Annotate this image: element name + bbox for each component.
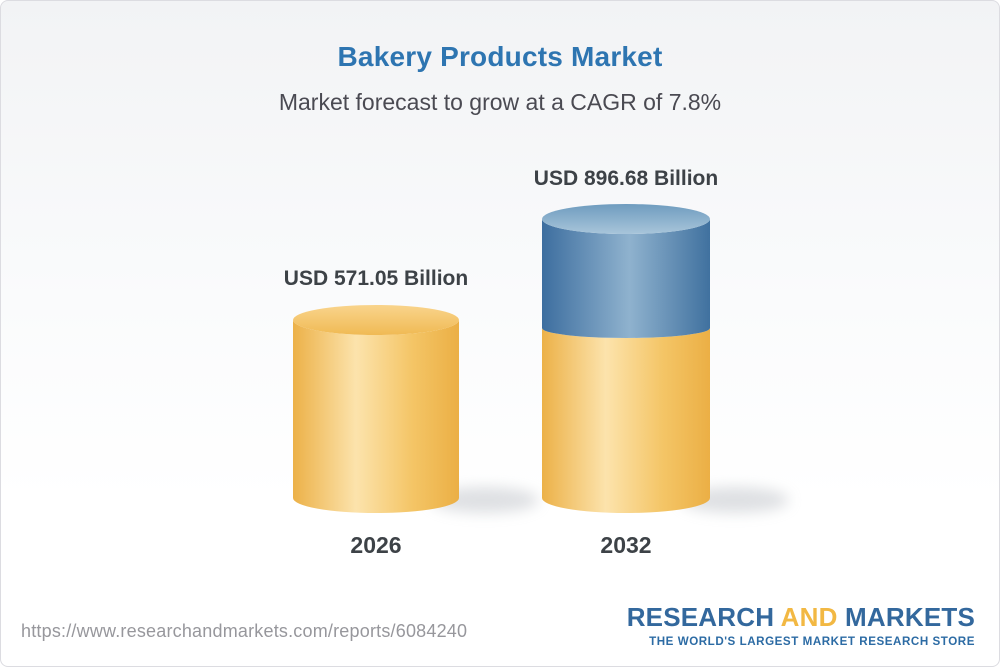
page-title: Bakery Products Market xyxy=(337,41,663,72)
report-url: https://www.researchandmarkets.com/repor… xyxy=(21,621,468,641)
logo-word-markets: MARKETS xyxy=(845,602,975,632)
logo-tagline: THE WORLD'S LARGEST MARKET RESEARCH STOR… xyxy=(649,635,975,648)
cylinder-2032 xyxy=(542,204,710,513)
logo-word-research: RESEARCH xyxy=(626,602,775,632)
logo-wordmark: RESEARCH AND MARKETS xyxy=(627,604,975,630)
value-label-2026: USD 571.05 Billion xyxy=(283,267,469,290)
logo-word-and: AND xyxy=(780,602,838,632)
page-subtitle: Market forecast to grow at a CAGR of 7.8… xyxy=(278,89,722,115)
research-and-markets-logo: RESEARCH AND MARKETS THE WORLD'S LARGEST… xyxy=(627,604,975,648)
year-label-2026: 2026 xyxy=(350,532,402,558)
value-label-2032: USD 896.68 Billion xyxy=(533,167,719,190)
year-label-2032: 2032 xyxy=(600,532,652,558)
cylinder-shadows xyxy=(431,487,789,513)
cylinder-2026 xyxy=(293,305,459,513)
